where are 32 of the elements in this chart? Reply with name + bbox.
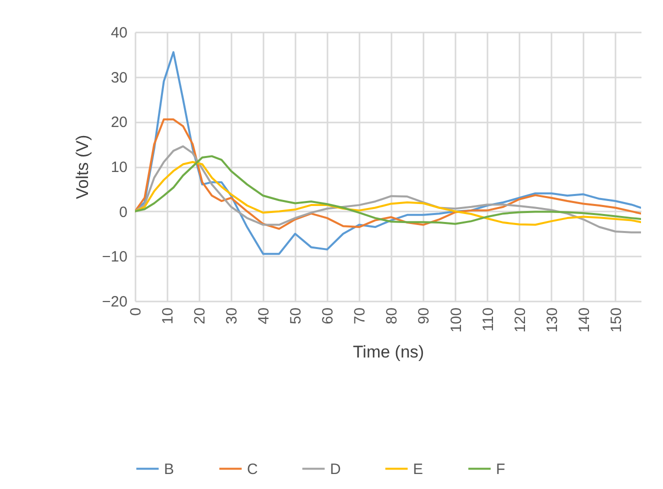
x-tick-label: 50 [288, 308, 305, 324]
x-tick-label: 140 [576, 308, 593, 333]
line-series [135, 145, 641, 234]
x-tick-label: 110 [480, 308, 497, 332]
legend-label: B [164, 460, 174, 478]
y-tick-label: 0 [119, 204, 128, 221]
x-tick-label: 120 [512, 308, 529, 333]
x-tick-label: 90 [416, 308, 433, 324]
x-tick-label: 0 [128, 308, 144, 316]
x-tick-label: 100 [448, 308, 465, 333]
x-tick-label: 130 [544, 308, 561, 333]
line-series [135, 118, 641, 230]
x-tick-label: 60 [320, 308, 337, 324]
x-tick-label: 70 [352, 308, 369, 324]
legend-label: E [413, 460, 424, 478]
x-tick-label: 80 [384, 308, 401, 324]
y-tick-label: 40 [110, 24, 128, 42]
x-axis-title: Time (ns) [352, 342, 424, 362]
x-tick-label: 40 [256, 308, 273, 324]
x-tick-label: 30 [224, 308, 241, 324]
x-tick-label: 20 [192, 308, 209, 324]
y-tick-label: 20 [110, 114, 128, 132]
legend-label: F [496, 460, 506, 478]
x-tick-label: 150 [608, 308, 625, 333]
y-tick-label: 30 [110, 69, 128, 86]
y-axis-title: Volts (V) [73, 134, 92, 200]
legend-label: D [330, 460, 341, 478]
x-tick-label: 10 [160, 308, 177, 324]
y-tick-label: 10 [110, 159, 128, 176]
legend-label: C [247, 460, 258, 478]
y-tick-label: −20 [102, 294, 128, 310]
y-tick-label: −10 [102, 248, 128, 266]
